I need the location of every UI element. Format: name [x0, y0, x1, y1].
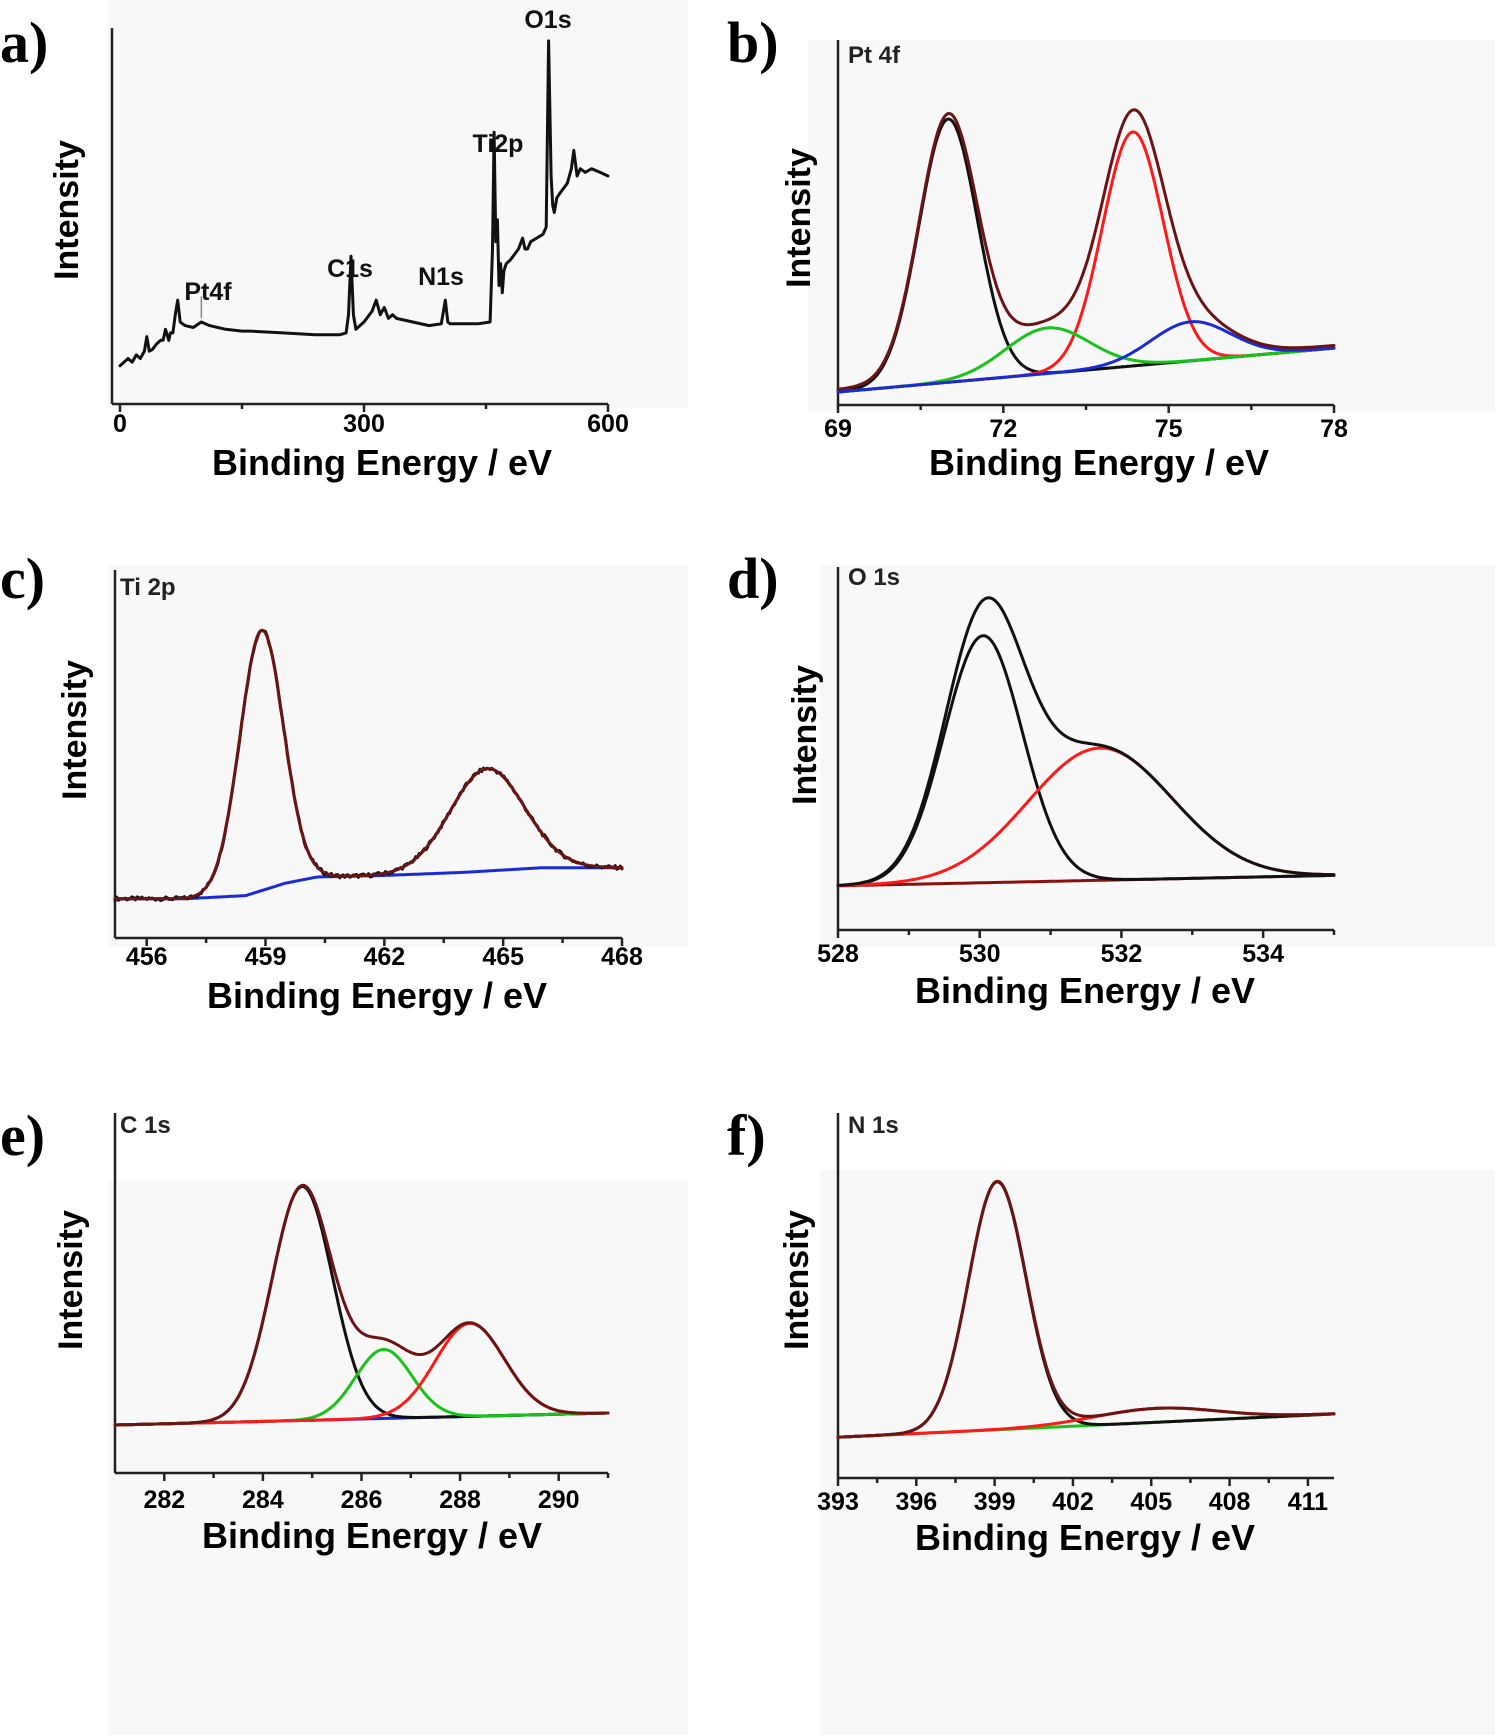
plot-background [108, 1180, 688, 1735]
region-label: C 1s [120, 1112, 171, 1139]
peak-annotation: Pt4f [184, 278, 232, 306]
x-tick-label: 288 [439, 1486, 481, 1514]
peak-annotation: C1s [327, 255, 373, 283]
peak-annotation: O1s [524, 6, 571, 34]
peak-annotation: Ti2p [473, 130, 524, 158]
y-axis-title: Intensity [56, 660, 94, 800]
x-axis-title: Binding Energy / eV [915, 1517, 1255, 1558]
panel-letter: c) [0, 546, 45, 611]
envelope-curve [836, 596, 1336, 887]
x-axis-title: Binding Energy / eV [202, 1515, 542, 1556]
x-tick-label: 405 [1130, 1488, 1172, 1516]
panel-letter: f) [727, 1103, 766, 1168]
y-axis-title: Intensity [778, 1210, 816, 1350]
x-tick-label: 286 [341, 1486, 383, 1514]
panel-b: b) 69 72 75 78 Binding Energy / eV Intensity Pt… [727, 10, 1495, 483]
x-tick-label: 465 [482, 943, 524, 971]
y-axis-title: Intensity [786, 665, 824, 805]
plot-background [808, 40, 1495, 412]
x-tick-label: 78 [1320, 415, 1348, 443]
x-tick-label: 530 [959, 940, 1001, 968]
x-tick-label: 399 [974, 1488, 1016, 1516]
x-axis-title: Binding Energy / eV [929, 442, 1269, 483]
envelope-curve [113, 1183, 610, 1427]
x-tick-label: 408 [1209, 1488, 1251, 1516]
x-tick-label: 402 [1052, 1488, 1094, 1516]
x-tick-label: 393 [817, 1488, 859, 1516]
x-tick-label: 600 [587, 410, 629, 438]
y-axis-title: Intensity [48, 140, 86, 280]
plot-background [820, 1170, 1495, 1735]
x-tick-label: 462 [363, 943, 405, 971]
plot-background [820, 565, 1495, 947]
peak-annotation: N1s [418, 263, 464, 291]
envelope-curve [836, 1179, 1336, 1439]
x-tick-label: 284 [242, 1486, 284, 1514]
x-tick-label: 534 [1242, 940, 1284, 968]
y-axis-title: Intensity [52, 1210, 90, 1350]
x-tick-label: 456 [126, 943, 168, 971]
panel-a: a) 0 300 600 Binding Energy / eV Intensity Pt4… [0, 0, 688, 483]
region-label: Ti 2p [120, 574, 176, 601]
x-tick-label: 72 [989, 415, 1017, 443]
panel-letter: a) [0, 10, 48, 75]
panel-letter: b) [727, 10, 779, 75]
region-label: Pt 4f [848, 42, 901, 69]
component-peak-1 [836, 634, 1336, 887]
x-tick-label: 300 [343, 410, 385, 438]
envelope-curve [113, 628, 624, 901]
plot-background [108, 565, 688, 947]
x-axis-title: Binding Energy / eV [915, 970, 1255, 1011]
x-tick-label: 532 [1101, 940, 1143, 968]
component-peak-4 [836, 320, 1336, 394]
x-tick-label: 69 [824, 415, 852, 443]
x-axis-title: Binding Energy / eV [212, 442, 552, 483]
x-tick-label: 0 [113, 410, 127, 438]
x-axis-title: Binding Energy / eV [207, 975, 547, 1016]
x-tick-label: 411 [1288, 1488, 1328, 1516]
y-axis-title: Intensity [780, 148, 818, 288]
plot-background [108, 0, 688, 408]
x-tick-label: 528 [817, 940, 859, 968]
x-tick-label: 282 [143, 1486, 185, 1514]
series-line-survey [118, 39, 610, 368]
x-tick-label: 396 [895, 1488, 937, 1516]
envelope-curve [836, 108, 1336, 391]
x-tick-label: 468 [601, 943, 643, 971]
x-tick-label: 75 [1155, 415, 1183, 443]
panel-f: f) 393 396 399 402 405 408 411 Binding Energy / … [727, 1103, 1495, 1735]
region-label: O 1s [848, 564, 900, 591]
panel-c: c) 456 459 462 465 468 Binding Energy / eV Inte… [0, 546, 688, 1016]
panel-letter: d) [727, 546, 779, 611]
region-label: N 1s [848, 1112, 899, 1139]
panel-letter: e) [0, 1103, 45, 1168]
x-tick-label: 290 [538, 1486, 580, 1514]
x-tick-label: 459 [245, 943, 287, 971]
